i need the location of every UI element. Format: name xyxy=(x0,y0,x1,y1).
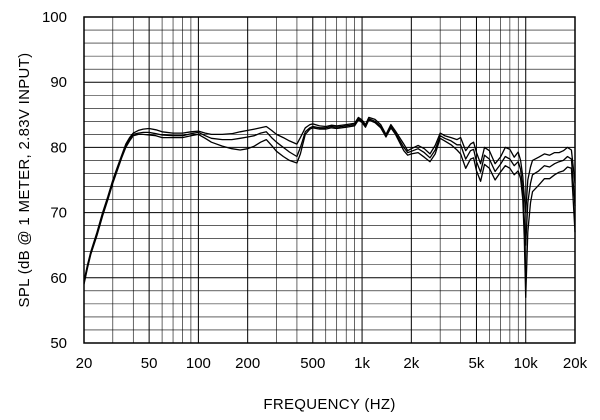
y-tick-label: 60 xyxy=(50,270,67,287)
x-tick-label: 10k xyxy=(514,355,539,372)
y-tick-label: 70 xyxy=(50,205,67,222)
y-axis-title: SPL (dB @ 1 METER, 2.83V INPUT) xyxy=(16,53,33,308)
y-tick-labels: 50 60 70 80 90 100 xyxy=(42,9,67,352)
x-tick-label: 100 xyxy=(186,355,211,372)
plot-lines xyxy=(83,116,576,299)
y-tick-label: 100 xyxy=(42,9,67,26)
response-curve-3 xyxy=(83,119,576,299)
y-tick-label: 90 xyxy=(50,74,67,91)
x-tick-label: 1k xyxy=(354,355,370,372)
x-tick-label: 2k xyxy=(403,355,419,372)
x-tick-label: 5k xyxy=(469,355,485,372)
x-tick-label: 200 xyxy=(235,355,260,372)
x-tick-labels: 20 50 100 200 500 1k 2k 5k 10k 20k xyxy=(76,355,588,372)
x-tick-label: 50 xyxy=(141,355,158,372)
x-tick-label: 500 xyxy=(300,355,325,372)
x-axis-title: FREQUENCY (HZ) xyxy=(263,396,395,413)
y-tick-label: 80 xyxy=(50,139,67,156)
response-curve-1 xyxy=(83,116,576,282)
x-tick-label: 20 xyxy=(76,355,93,372)
response-curve-2 xyxy=(83,118,576,283)
y-tick-label: 50 xyxy=(50,335,67,352)
x-tick-label: 20k xyxy=(563,355,588,372)
chart-grid xyxy=(84,17,575,343)
plot-frame xyxy=(83,16,576,344)
